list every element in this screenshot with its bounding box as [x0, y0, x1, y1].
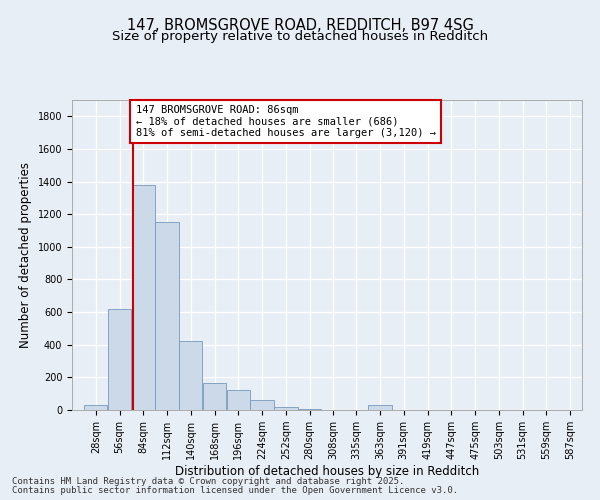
Bar: [108, 309, 131, 410]
Bar: [227, 390, 250, 410]
Bar: [368, 405, 392, 410]
Bar: [203, 383, 226, 410]
Text: Contains HM Land Registry data © Crown copyright and database right 2025.: Contains HM Land Registry data © Crown c…: [12, 477, 404, 486]
Y-axis label: Number of detached properties: Number of detached properties: [19, 162, 32, 348]
Bar: [250, 400, 274, 410]
Text: 147, BROMSGROVE ROAD, REDDITCH, B97 4SG: 147, BROMSGROVE ROAD, REDDITCH, B97 4SG: [127, 18, 473, 32]
X-axis label: Distribution of detached houses by size in Redditch: Distribution of detached houses by size …: [175, 465, 479, 478]
Bar: [155, 222, 179, 410]
Bar: [274, 406, 298, 410]
Bar: [84, 405, 107, 410]
Text: Contains public sector information licensed under the Open Government Licence v3: Contains public sector information licen…: [12, 486, 458, 495]
Bar: [179, 342, 202, 410]
Text: 147 BROMSGROVE ROAD: 86sqm
← 18% of detached houses are smaller (686)
81% of sem: 147 BROMSGROVE ROAD: 86sqm ← 18% of deta…: [136, 105, 436, 138]
Bar: [298, 409, 321, 410]
Bar: [131, 185, 155, 410]
Text: Size of property relative to detached houses in Redditch: Size of property relative to detached ho…: [112, 30, 488, 43]
